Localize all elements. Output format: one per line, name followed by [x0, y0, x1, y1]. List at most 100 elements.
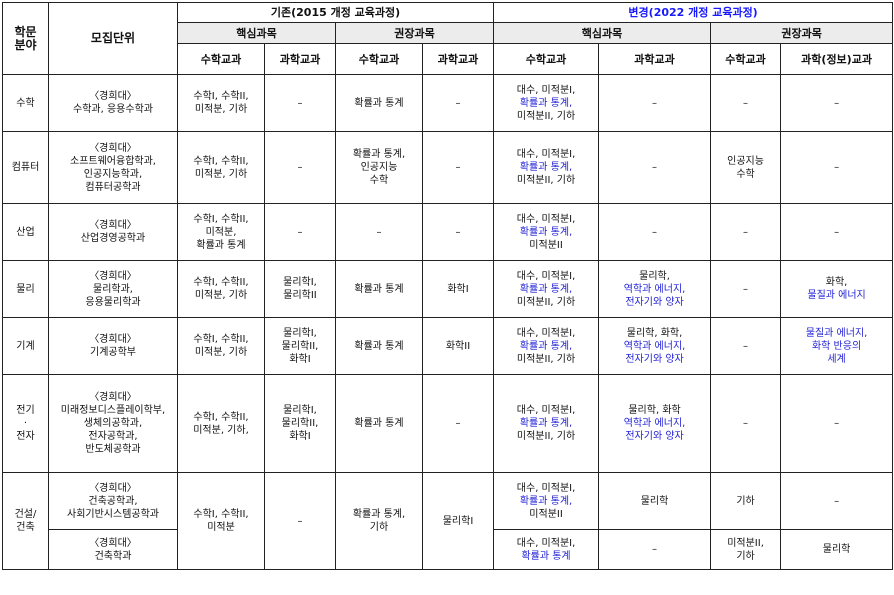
new-rec-math-cell-line: 기하 [736, 495, 755, 507]
field-cell-line: 기계 [16, 340, 35, 352]
old-rec-science-cell: – [421, 74, 495, 132]
old-rec-math-cell-line: 기하 [369, 522, 389, 533]
new-core-math-cell-line: 확률과 통계, [519, 226, 573, 238]
field-cell-line: 컴퓨터 [11, 162, 40, 173]
old-core-science-cell-line: – [297, 97, 303, 109]
new-rec-science-cell-line: 화학 반응의 [811, 340, 862, 352]
old-core-science-cell-line: – [297, 515, 303, 527]
unit-cell: 〈경희대〉 물리학과, 응용물리학과 [48, 260, 178, 318]
header-old-recommended: 권장과목 [334, 22, 495, 44]
new-rec-science-cell: – [780, 374, 894, 473]
unit-cell: 〈경희대〉 산업경영공학과 [48, 203, 178, 261]
new-rec-science-cell-line: 물질과 에너지, [805, 327, 868, 339]
field-cell: 전기 · 전자 [2, 374, 49, 473]
unit-cell-line: 건축학과 [94, 550, 132, 562]
old-rec-science-cell: – [421, 203, 495, 261]
old-core-math-cell: 수학I, 수학II, 미적분, 기하, [177, 374, 265, 473]
unit-cell-line: 〈경희대〉 [89, 537, 137, 549]
old-core-math-cell-line: 수학I, 수학II, [193, 91, 249, 102]
field-cell-line: 물리 [16, 283, 35, 295]
field-cell-line: 전기 [16, 405, 35, 416]
new-rec-science-cell-line: – [834, 226, 840, 238]
old-core-math-cell: 수학I, 수학II, 미적분, 기하 [177, 260, 265, 318]
new-core-science-cell-line: 전자기와 양자 [625, 431, 684, 442]
old-rec-math-cell-line: 수학 [369, 175, 389, 186]
old-rec-math-cell-line: 확률과 통계 [354, 418, 404, 429]
header-old-rec-science: 과학교과 [421, 43, 495, 75]
new-core-math-cell: 대수, 미적분I, 확률과 통계, 미적분II, 기하 [493, 260, 600, 318]
unit-cell-line: 기계공학부 [90, 347, 136, 358]
new-rec-math-cell-line: – [743, 283, 749, 295]
old-core-math-cell-line: 확률과 통계 [196, 239, 246, 251]
new-rec-math-cell: 기하 [710, 472, 782, 530]
old-core-science-cell-line: – [297, 162, 303, 173]
field-cell: 수학 [2, 74, 49, 132]
new-core-math-cell: 대수, 미적분I, 확률과 통계, 미적분II, 기하 [493, 74, 600, 132]
new-rec-math-cell: – [710, 203, 782, 261]
new-core-math-cell-line: 대수, 미적분I, [516, 149, 576, 160]
old-core-science-cell-line: 물리학I, [283, 327, 317, 339]
old-rec-science-cell-line: – [455, 418, 461, 429]
old-core-math-cell: 수학I, 수학II, 미적분, 기하 [177, 131, 265, 204]
old-rec-math-cell: 확률과 통계 [335, 317, 423, 375]
table-row: 물리 〈경희대〉 물리학과, 응용물리학과 수학I, 수학II, 미적분, 기하 물리학I,… [2, 260, 894, 318]
new-rec-science-cell: 물질과 에너지, 화학 반응의 세계 [780, 317, 894, 375]
new-rec-science-cell-line: – [834, 97, 840, 109]
new-rec-math-cell-line: – [743, 418, 749, 429]
unit-cell-line: 물리학과, [93, 283, 133, 295]
new-core-science-cell: 물리학, 화학, 역학과 에너지, 전자기와 양자 [598, 317, 712, 375]
new-core-math-cell-line: 대수, 미적분I, [516, 84, 576, 96]
table-row: 수학 〈경희대〉 수학과, 응용수학과 수학I, 수학II, 미적분, 기하 – 확률과 통… [2, 74, 894, 132]
header-new-recommended: 권장과목 [710, 22, 894, 44]
new-core-science-cell: – [598, 203, 712, 261]
new-core-science-cell-line: – [652, 97, 658, 109]
old-core-math-cell: 수학I, 수학II, 미적분, 확률과 통계 [177, 203, 265, 261]
unit-cell-line: 생체의공학과, [83, 418, 143, 429]
old-core-math-cell-line: 수학I, 수학II, [193, 509, 249, 520]
old-rec-science-cell: – [421, 131, 495, 204]
old-core-math-cell-line: 수학I, 수학II, [193, 411, 249, 423]
unit-cell-line: 〈경희대〉 [89, 220, 137, 231]
new-rec-math-cell: – [710, 317, 782, 375]
new-core-math-cell-line: 미적분II, 기하 [516, 296, 576, 308]
old-core-math-cell: 수학I, 수학II, 미적분, 기하 [177, 74, 265, 132]
new-rec-science-cell: – [780, 203, 894, 261]
old-core-math-cell-line: 미적분, 기하 [194, 347, 248, 358]
old-core-math-cell-line: 수학I, 수학II, [193, 334, 249, 345]
old-rec-math-cell: 확률과 통계, 기하 [335, 472, 423, 570]
unit-cell-line: 건축공학과, [88, 495, 138, 507]
old-core-math-cell-line: 미적분 [207, 522, 235, 533]
old-rec-science-cell-line: – [455, 226, 461, 238]
new-core-math-cell-line: 확률과 통계, [519, 340, 573, 352]
new-core-science-cell-line: 물리학 [640, 495, 669, 507]
new-core-science-cell: 물리학, 역학과 에너지, 전자기와 양자 [598, 260, 712, 318]
new-core-math-cell: 대수, 미적분I, 확률과 통계, 미적분II, 기하 [493, 317, 600, 375]
new-core-math-cell-line: 미적분II [529, 239, 563, 251]
new-core-science-cell-line: 역학과 에너지, [623, 418, 686, 429]
new-core-math-cell: 대수, 미적분I, 확률과 통계 [493, 529, 600, 570]
unit-cell-line: 응용물리학과 [85, 296, 141, 308]
table-row: 산업 〈경희대〉 산업경영공학과 수학I, 수학II, 미적분, 확률과 통계 – – – 대수,… [2, 203, 894, 261]
new-core-science-cell-line: 전자기와 양자 [625, 353, 684, 365]
old-core-science-cell-line: – [297, 226, 303, 238]
unit-cell: 〈경희대〉 건축공학과, 사회기반시스템공학과 [48, 472, 178, 530]
field-cell: 물리 [2, 260, 49, 318]
unit-cell: 〈경희대〉 건축학과 [48, 529, 178, 570]
new-rec-math-cell-line: 수학 [736, 168, 755, 180]
header-new-core-science: 과학교과 [598, 43, 712, 75]
unit-cell-line: 〈경희대〉 [89, 392, 137, 403]
new-rec-science-cell: – [780, 472, 894, 530]
unit-cell-line: 〈경희대〉 [89, 270, 137, 282]
field-cell: 컴퓨터 [2, 131, 49, 204]
header-field: 학문 분야 [2, 2, 49, 75]
new-core-science-cell: – [598, 131, 712, 204]
new-core-math-cell-line: 미적분II, 기하 [516, 175, 576, 186]
new-core-science-cell-line: 역학과 에너지, [623, 283, 686, 295]
new-core-math-cell-line: 대수, 미적분I, [516, 537, 576, 549]
old-rec-math-cell: – [335, 203, 423, 261]
new-rec-math-cell: – [710, 374, 782, 473]
old-core-science-cell: – [264, 472, 336, 570]
new-rec-math-cell-line: 미적분II, [727, 537, 764, 549]
old-rec-science-cell: – [421, 374, 495, 473]
field-cell-line: · [23, 418, 28, 429]
